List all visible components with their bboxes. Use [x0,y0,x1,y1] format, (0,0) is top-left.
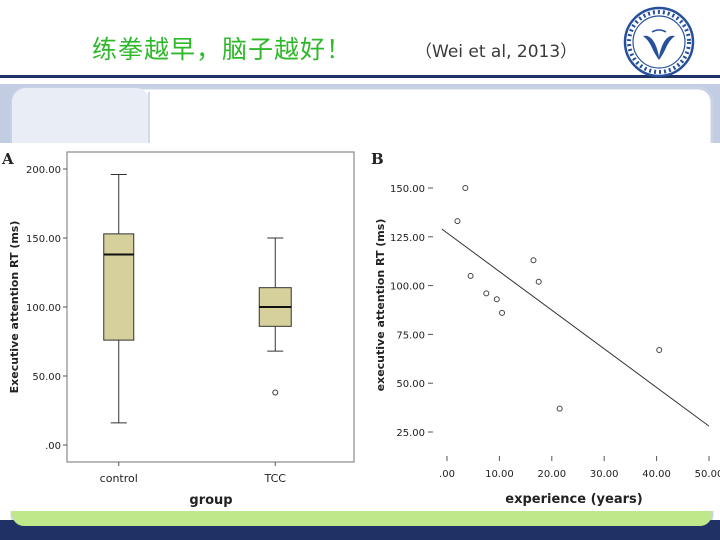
boxplot-outlier [272,389,279,396]
scatter-plot-area [432,150,718,457]
slide-reference: （Wei et al, 2013） [415,42,578,62]
slide-title: 练拳越早，脑子越好！ [92,35,353,64]
boxplot-y-tick-label: 200.00 [26,165,61,176]
scatter-x-tick-label: 20.00 [537,469,566,480]
boxplot-x-tick-label: TCC [264,472,287,485]
scatter-x-tick-label: 10.00 [485,469,514,480]
scatter-point [483,290,490,297]
scatter-point [656,347,663,354]
scatter-y-tick-label: 125.00 [390,233,425,244]
regression-line [441,228,710,427]
boxplot-boxes [103,174,292,424]
scatter-point [493,296,500,303]
boxplot-box [103,233,135,341]
header-rule [0,75,720,78]
scatter-y-tick-label: 25.00 [396,428,425,439]
panel-label-a: A [1,150,14,168]
scatter-x-tick-label: 30.00 [590,469,619,480]
scatter-y-tick-label: 50.00 [396,379,425,390]
panel-label-b: B [371,150,384,168]
boxplot-y-tick-label: 100.00 [26,303,61,314]
scatter-x-tick-label: .00 [439,469,455,480]
boxplot-x-axis-label: group [189,493,232,508]
scatter-y-tick-label: 150.00 [390,184,425,195]
scatter-x-tick-label: 50.00 [695,469,720,480]
scatter-x-axis-label: experience (years) [505,492,642,507]
scatter-point [462,185,469,191]
scatter-x-ticks: .00 10.00 20.00 30.00 40.00 50.00 [439,456,720,480]
scatter-point [454,218,461,225]
boxplot-y-tick-label: .00 [45,441,61,452]
scatter-point [499,309,506,316]
boxplot-y-ticks: .00 50.00 100.00 150.00 200.00 [26,165,67,452]
university-seal-icon [623,6,695,78]
scatter-point [467,272,474,279]
scatter-y-axis-label: executive attention RT (ms) [374,219,387,392]
scatter-points [454,185,663,412]
scatter-y-tick-label: 75.00 [396,330,425,341]
scatter-y-tick-label: 100.00 [390,282,425,293]
scatter-point [530,257,537,264]
scatter-point [535,278,542,285]
scatter-x-tick-label: 40.00 [642,469,671,480]
boxplot-x-ticks: control TCC [100,462,287,485]
boxplot-y-axis-label: Executive attention RT (ms) [8,221,21,394]
scatter-y-ticks: 25.00 50.00 75.00 100.00 125.00 150.00 [390,184,433,439]
boxplot-y-tick-label: 150.00 [26,234,61,245]
boxplot-x-tick-label: control [100,472,138,485]
boxplot-y-tick-label: 50.00 [32,372,61,383]
scatter-point [556,405,563,412]
scatter-panel: B 25.00 50.00 75.00 100.00 125.00 150.00 .00 1… [371,150,720,507]
